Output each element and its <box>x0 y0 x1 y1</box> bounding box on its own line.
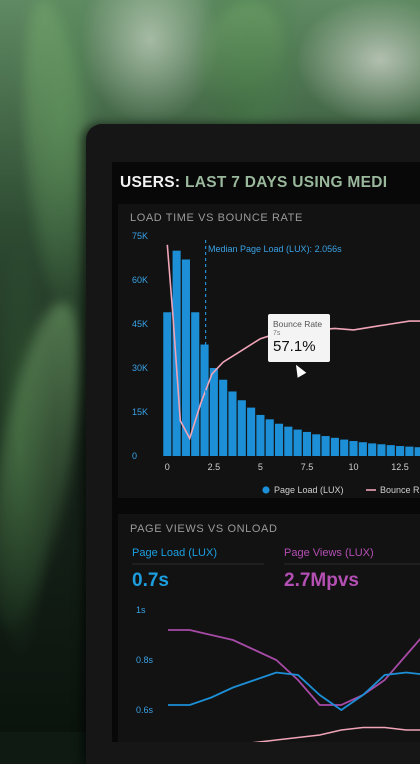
x-tick-label: 2.5 <box>208 462 221 472</box>
page-load-bar <box>265 419 274 456</box>
median-label: Median Page Load (LUX): 2.056s <box>208 244 342 254</box>
page-load-bar <box>237 400 246 456</box>
page-load-bar <box>386 445 395 456</box>
page-load-bar <box>256 414 265 456</box>
page-load-bar <box>321 436 330 456</box>
x-tick-label: 12.5 <box>391 462 409 472</box>
page-views-panel: PAGE VIEWS VS ONLOAD Page Load (LUX) 0.7… <box>118 514 420 742</box>
page-load-bar <box>358 442 367 456</box>
dashboard-headline: USERS: LAST 7 DAYS USING MEDI <box>120 174 387 192</box>
metric-page-views-value: 2.7Mpvs <box>284 570 359 591</box>
page-load-line <box>168 671 420 712</box>
page-load-bar <box>200 344 209 456</box>
legend-dot-page-load <box>262 486 270 494</box>
laptop-screen: USERS: LAST 7 DAYS USING MEDI LOAD TIME … <box>112 162 420 742</box>
page-load-bar <box>405 446 414 456</box>
page-load-bar <box>302 431 312 456</box>
panel-title: PAGE VIEWS VS ONLOAD <box>130 523 278 535</box>
page-views-line <box>168 629 420 706</box>
x-tick-label: 0 <box>165 462 170 472</box>
y-tick-label: 60K <box>132 275 148 285</box>
page-load-bar <box>293 429 302 456</box>
y-tick-label: 1s <box>136 605 146 615</box>
y-tick-label: 0.6s <box>136 705 154 715</box>
page-load-bar <box>163 312 172 456</box>
page-load-bar <box>181 259 190 456</box>
y-tick-label: 45K <box>132 319 148 329</box>
page-load-bar <box>284 426 293 456</box>
page-load-bar <box>219 379 228 456</box>
headline-middle: LAST 7 DAYS <box>180 174 293 191</box>
page-load-bar <box>209 368 218 456</box>
y-tick-label: 0 <box>132 451 137 461</box>
legend-page-load: Page Load (LUX) <box>274 485 344 495</box>
page-load-bar <box>330 437 339 456</box>
page-load-bar <box>228 391 237 456</box>
y-tick-label: 30K <box>132 363 148 373</box>
load-time-panel: LOAD TIME VS BOUNCE RATE Median Page Loa… <box>118 204 420 498</box>
metric-page-load-value: 0.7s <box>132 570 169 591</box>
page-load-bar <box>172 250 181 456</box>
x-tick-label: 7.5 <box>301 462 314 472</box>
x-tick-label: 5 <box>258 462 263 472</box>
metric-page-load-label: Page Load (LUX) <box>132 547 217 559</box>
tooltip-sub: 7s <box>273 330 281 337</box>
page-load-bar <box>191 312 200 456</box>
y-tick-label: 75K <box>132 231 148 241</box>
page-load-bar <box>312 434 321 456</box>
tooltip-value: 57.1% <box>273 338 316 355</box>
y-tick-label: 15K <box>132 407 148 417</box>
metric-page-views-label: Page Views (LUX) <box>284 547 374 559</box>
bounce-pink-line <box>252 726 420 742</box>
y-tick-label: 0.8s <box>136 655 154 665</box>
bounce-rate-tooltip: Bounce Rate 7s 57.1% <box>268 314 330 362</box>
page-load-bar <box>247 407 256 456</box>
panel-title: LOAD TIME VS BOUNCE RATE <box>130 212 303 224</box>
legend-bounce: Bounce R <box>380 485 420 495</box>
headline-prefix: USERS: <box>120 174 181 191</box>
page-views-chart: 1s 0.8s 0.6s <box>132 563 420 742</box>
headline-suffix: USING MEDI <box>292 174 388 191</box>
page-load-bar <box>414 447 420 456</box>
page-load-bar <box>396 446 405 456</box>
x-tick-label: 10 <box>349 462 359 472</box>
page-load-bar <box>368 443 377 456</box>
page-load-bar <box>340 439 349 456</box>
tooltip-label: Bounce Rate <box>273 319 323 329</box>
page-load-bar <box>349 441 358 456</box>
page-load-bar <box>377 444 386 456</box>
page-load-bar <box>274 423 284 456</box>
